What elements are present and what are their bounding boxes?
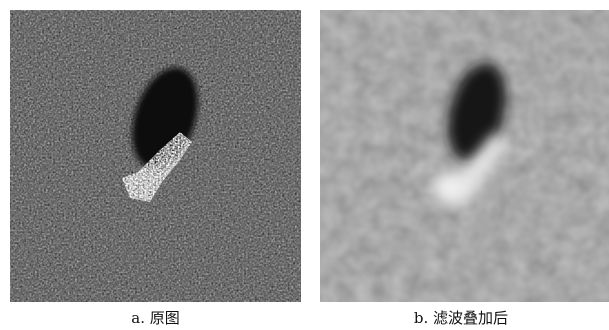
filtered-dark-region xyxy=(447,63,506,161)
original-image xyxy=(10,10,301,302)
bright-target-speckle xyxy=(122,132,192,202)
filtered-image xyxy=(320,10,609,302)
caption-filtered: b. 滤波叠加后 xyxy=(413,309,509,327)
filtered-bright-target xyxy=(433,134,510,204)
caption-original: a. 原图 xyxy=(131,309,180,327)
